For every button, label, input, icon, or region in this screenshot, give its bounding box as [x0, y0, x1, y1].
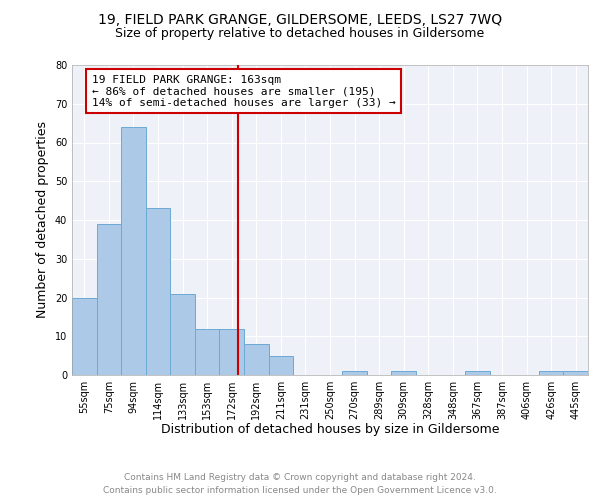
Bar	[269, 356, 293, 375]
Bar	[195, 328, 220, 375]
Bar	[391, 371, 416, 375]
Bar	[465, 371, 490, 375]
Bar	[121, 127, 146, 375]
Bar	[170, 294, 195, 375]
Text: 19, FIELD PARK GRANGE, GILDERSOME, LEEDS, LS27 7WQ: 19, FIELD PARK GRANGE, GILDERSOME, LEEDS…	[98, 12, 502, 26]
Bar	[220, 328, 244, 375]
Bar	[342, 371, 367, 375]
Text: Contains HM Land Registry data © Crown copyright and database right 2024.: Contains HM Land Registry data © Crown c…	[124, 472, 476, 482]
Bar	[244, 344, 269, 375]
Bar	[563, 371, 588, 375]
Y-axis label: Number of detached properties: Number of detached properties	[36, 122, 49, 318]
X-axis label: Distribution of detached houses by size in Gildersome: Distribution of detached houses by size …	[161, 424, 499, 436]
Text: 19 FIELD PARK GRANGE: 163sqm
← 86% of detached houses are smaller (195)
14% of s: 19 FIELD PARK GRANGE: 163sqm ← 86% of de…	[92, 74, 395, 108]
Text: Size of property relative to detached houses in Gildersome: Size of property relative to detached ho…	[115, 28, 485, 40]
Bar	[539, 371, 563, 375]
Bar	[97, 224, 121, 375]
Bar	[146, 208, 170, 375]
Bar	[72, 298, 97, 375]
Text: Contains public sector information licensed under the Open Government Licence v3: Contains public sector information licen…	[103, 486, 497, 495]
